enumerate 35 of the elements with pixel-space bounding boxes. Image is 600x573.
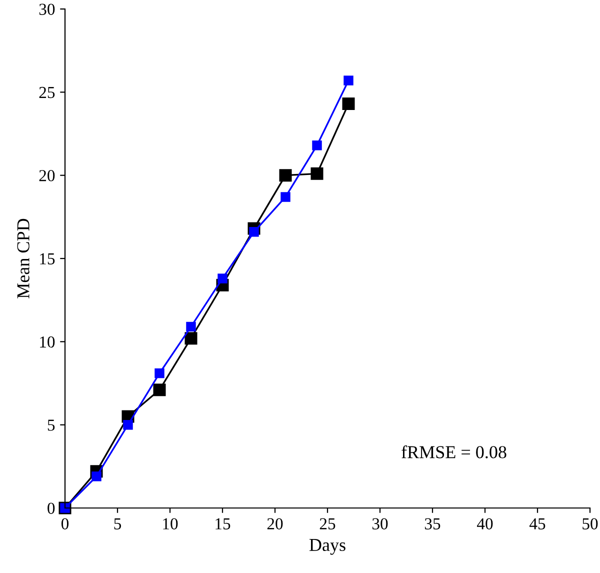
x-tick-label: 30	[372, 518, 388, 530]
x-tick-label: 15	[216, 518, 230, 530]
x-axis-title: Days	[309, 539, 346, 555]
point	[92, 472, 102, 482]
point	[249, 227, 259, 237]
point	[342, 98, 355, 110]
point	[279, 169, 292, 182]
x-tick-label: 0	[61, 518, 69, 530]
x-tick-label: 40	[476, 518, 493, 530]
y-tick-label: 10	[40, 336, 55, 348]
x-tick-label: 45	[529, 518, 546, 530]
x-tick-label: 35	[424, 518, 440, 530]
point	[312, 140, 322, 150]
x-tick-label: 25	[320, 518, 336, 530]
point	[184, 332, 198, 345]
x-tick-label: 20	[267, 518, 283, 530]
y-tick-label: 25	[39, 86, 55, 98]
y-tick-label: 15	[40, 253, 55, 264]
point	[280, 192, 290, 202]
point	[154, 368, 164, 378]
point	[153, 384, 166, 396]
point	[310, 167, 324, 180]
point	[218, 274, 228, 284]
point	[344, 76, 354, 86]
y-tick-label: 20	[39, 170, 55, 182]
x-tick-label: 5	[114, 518, 122, 530]
x-tick-label: 10	[163, 518, 178, 530]
y-tick-label: 0	[48, 502, 55, 514]
x-tick-label: 50	[582, 518, 598, 530]
y-tick-label: 30	[39, 4, 55, 15]
point	[186, 322, 196, 332]
y-tick-label: 5	[48, 420, 55, 431]
annotation: fRMSE = 0.08	[402, 445, 506, 458]
point	[123, 420, 133, 430]
y-axis-title: Mean CPD	[17, 218, 30, 298]
